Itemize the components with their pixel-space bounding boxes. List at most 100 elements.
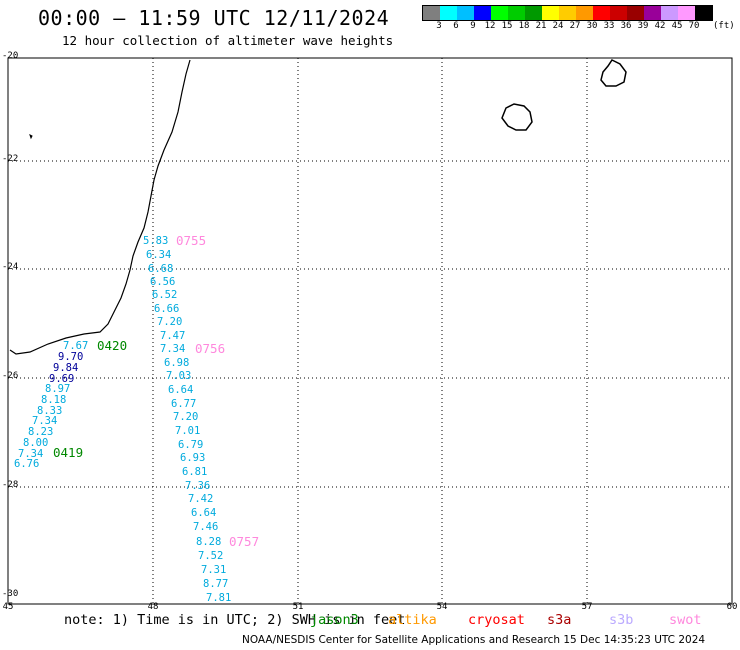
scale-label: 15 [501,21,513,31]
color-scale-unit: (ft) [713,21,735,31]
swh-value: 7.42 [188,493,213,505]
pass-time-label: 0419 [53,445,83,460]
scale-label: 42 [654,21,666,31]
scale-swatch [627,6,644,20]
satellite-legend-item: altika [388,612,437,628]
scale-swatch [474,6,491,20]
scale-swatch [644,6,661,20]
scale-swatch [695,6,712,20]
latitude-label: -30 [2,589,19,599]
swh-value: 6.34 [146,249,171,261]
swh-value: 6.77 [171,398,196,410]
scale-label: 18 [518,21,530,31]
small-islet [29,134,33,140]
swh-value: 8.77 [203,578,228,590]
pass-time-label: 0756 [195,341,225,356]
pass-time-label: 0420 [97,338,127,353]
scale-swatch [491,6,508,20]
satellite-legend-item: jason3 [310,612,359,628]
satellite-legend-item: cryosat [468,612,525,628]
swh-value: 6.79 [178,439,203,451]
swh-value: 6.64 [168,384,193,396]
latitude-label: -28 [2,480,19,490]
longitude-label: 45 [2,602,14,612]
swh-value: 6.81 [182,466,207,478]
scale-swatch [525,6,542,20]
scale-label: 3 [436,21,442,31]
swh-value: 7.81 [206,592,231,604]
scale-swatch [610,6,627,20]
satellite-legend-item: s3b [609,612,634,628]
swh-value: 8.23 [28,426,53,438]
longitude-label: 51 [292,602,304,612]
latitude-label: -20 [2,51,19,61]
swh-value: 7.67 [63,340,88,352]
scale-label: 33 [603,21,615,31]
swh-value: 8.18 [41,394,66,406]
swh-value: 7.36 [185,480,210,492]
scale-label: 45 [671,21,683,31]
swh-value: 8.97 [45,383,70,395]
scale-label: 12 [484,21,496,31]
swh-value: 7.34 [32,415,57,427]
swh-value: 6.68 [148,263,173,275]
credit-timestamp: 15 Dec 14:35:23 UTC 2024 [563,634,706,646]
swh-value: 9.84 [53,362,78,374]
swh-value: 7.20 [157,316,182,328]
mauritius-island [600,59,627,87]
credit-line: NOAA/NESDIS Center for Satellite Applica… [242,634,705,646]
altimeter-track-labels: 5.836.346.686.566.526.667.207.477.346.98… [14,233,259,604]
latitude-label: -22 [2,154,19,164]
swh-value: 7.31 [201,564,226,576]
swh-value: 7.52 [198,550,223,562]
chart-title: 00:00 — 11:59 UTC 12/11/2024 [38,6,390,30]
swh-value: 8.00 [23,437,48,449]
scale-swatch [593,6,610,20]
longitude-label: 60 [726,602,738,612]
swh-value: 5.83 [143,235,168,247]
swh-value: 9.69 [49,373,74,385]
scale-swatch [542,6,559,20]
wave-height-color-scale [422,5,713,21]
longitude-label: 57 [581,602,593,612]
scale-swatch [678,6,695,20]
swh-value: 8.28 [196,536,221,548]
satellite-legend-item: swot [669,612,702,628]
map-frame [7,57,733,605]
swh-value: 9.70 [58,351,83,363]
swh-value: 7.01 [175,425,200,437]
scale-label: 39 [637,21,649,31]
swh-value: 6.66 [154,303,179,315]
swh-value: 6.76 [14,458,39,470]
footer-note: note: 1) Time is in UTC; 2) SWH is in fe… [64,612,406,628]
map-gridlines [8,58,732,604]
credit-organization: NOAA/NESDIS Center for Satellite Applica… [242,634,560,646]
swh-value: 6.93 [180,452,205,464]
latitude-label: -26 [2,371,19,381]
swh-value: 7.34 [160,343,185,355]
scale-swatch [440,6,457,20]
scale-label: 6 [453,21,459,31]
scale-label: 36 [620,21,632,31]
latitude-label: -24 [2,262,19,272]
madagascar-coastline [9,59,191,355]
scale-label: 9 [470,21,476,31]
swh-value: 7.46 [193,521,218,533]
scale-label: 24 [552,21,564,31]
scale-swatch [423,6,440,20]
swh-value: 8.33 [37,405,62,417]
swh-value: 6.64 [191,507,216,519]
longitude-label: 48 [147,602,159,612]
chart-subtitle: 12 hour collection of altimeter wave hei… [62,33,394,48]
scale-swatch [559,6,576,20]
scale-label: 70 [688,21,700,31]
scale-label: 21 [535,21,547,31]
pass-time-label: 0757 [229,534,259,549]
scale-swatch [508,6,525,20]
swh-value: 7.34 [18,448,43,460]
swh-value: 7.20 [173,411,198,423]
reunion-island [501,103,533,131]
scale-swatch [576,6,593,20]
swh-value: 7.03 [166,370,191,382]
